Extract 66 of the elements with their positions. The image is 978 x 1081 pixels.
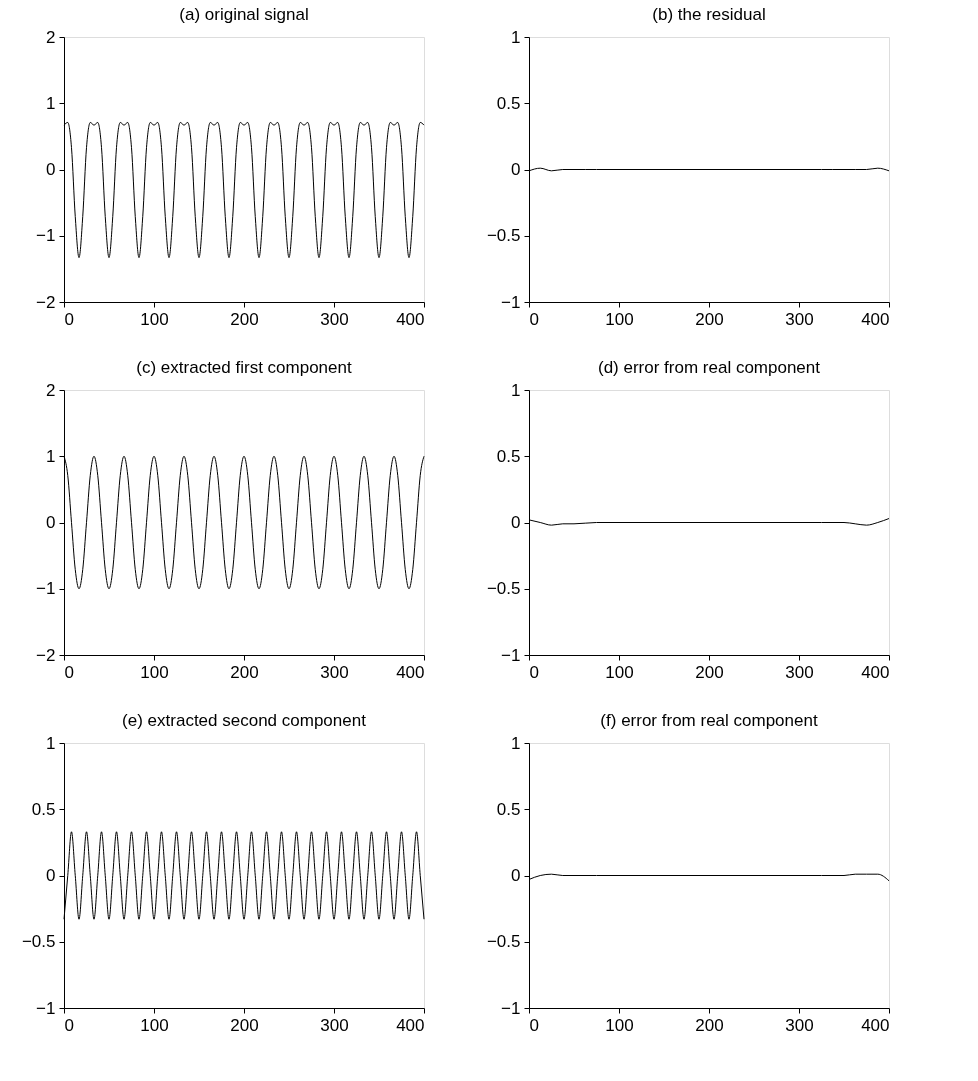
y-tick-label: −1	[501, 998, 521, 1018]
x-tick-label: 200	[230, 662, 259, 682]
y-tick-label: 0	[46, 513, 56, 532]
chart-title: (f) error from real component	[600, 711, 818, 730]
x-tick-label: 300	[785, 309, 814, 329]
y-tick-label: −2	[36, 292, 56, 312]
chart-title: (c) extracted first component	[136, 358, 352, 377]
x-tick-label: 200	[695, 1015, 724, 1035]
x-tick-label: 200	[230, 1015, 259, 1035]
x-tick-label: 0	[529, 1015, 539, 1035]
chart-title: (e) extracted second component	[122, 711, 367, 730]
x-tick-label: 400	[396, 662, 425, 682]
y-tick-label: 0.5	[496, 799, 521, 819]
y-tick-label: 2	[46, 27, 56, 47]
chart-title: (a) original signal	[179, 5, 309, 24]
x-tick-label: 0	[529, 309, 539, 329]
y-tick-label: 0.5	[496, 93, 521, 113]
x-tick-label: 400	[861, 309, 890, 329]
x-tick-label: 100	[605, 662, 634, 682]
y-tick-label: 2	[46, 380, 56, 400]
x-tick-label: 400	[861, 662, 890, 682]
x-tick-label: 400	[396, 309, 425, 329]
y-tick-label: 1	[46, 446, 56, 466]
x-tick-label: 300	[785, 1015, 814, 1035]
chart-title: (b) the residual	[652, 5, 766, 24]
x-tick-label: 400	[861, 1015, 890, 1035]
y-tick-label: −1	[501, 292, 521, 312]
y-tick-label: −0.5	[21, 932, 56, 952]
y-tick-label: 1	[511, 380, 521, 400]
y-tick-label: −1	[36, 998, 56, 1018]
y-tick-label: −0.5	[486, 932, 521, 952]
x-tick-label: 200	[695, 309, 724, 329]
y-tick-label: 0.5	[496, 446, 521, 466]
y-tick-label: 0.5	[31, 799, 56, 819]
y-tick-label: −0.5	[486, 226, 521, 246]
y-tick-label: −2	[36, 645, 56, 665]
x-tick-label: 300	[785, 662, 814, 682]
y-tick-label: 0	[46, 160, 56, 179]
x-tick-label: 0	[64, 1015, 74, 1035]
x-tick-label: 0	[529, 662, 539, 682]
y-tick-label: 1	[511, 733, 521, 753]
x-tick-label: 300	[320, 1015, 349, 1035]
x-tick-label: 400	[396, 1015, 425, 1035]
x-tick-label: 300	[320, 309, 349, 329]
y-tick-label: −1	[36, 226, 56, 246]
y-tick-label: −1	[501, 645, 521, 665]
y-tick-label: 0	[511, 160, 521, 179]
y-tick-label: 1	[46, 733, 56, 753]
y-tick-label: 0	[511, 866, 521, 885]
chart-title: (d) error from real component	[597, 358, 821, 377]
y-tick-label: 1	[511, 27, 521, 47]
x-tick-label: 100	[140, 662, 169, 682]
x-tick-label: 0	[64, 662, 74, 682]
x-tick-label: 100	[140, 1015, 169, 1035]
x-tick-label: 100	[605, 309, 634, 329]
y-tick-label: −1	[36, 579, 56, 599]
x-tick-label: 100	[605, 1015, 634, 1035]
x-tick-label: 200	[695, 662, 724, 682]
x-tick-label: 100	[140, 309, 169, 329]
y-tick-label: 0	[511, 513, 521, 532]
y-tick-label: −0.5	[486, 579, 521, 599]
y-tick-label: 1	[46, 93, 56, 113]
y-tick-label: 0	[46, 866, 56, 885]
x-tick-label: 0	[64, 309, 74, 329]
x-tick-label: 300	[320, 662, 349, 682]
x-tick-label: 200	[230, 309, 259, 329]
